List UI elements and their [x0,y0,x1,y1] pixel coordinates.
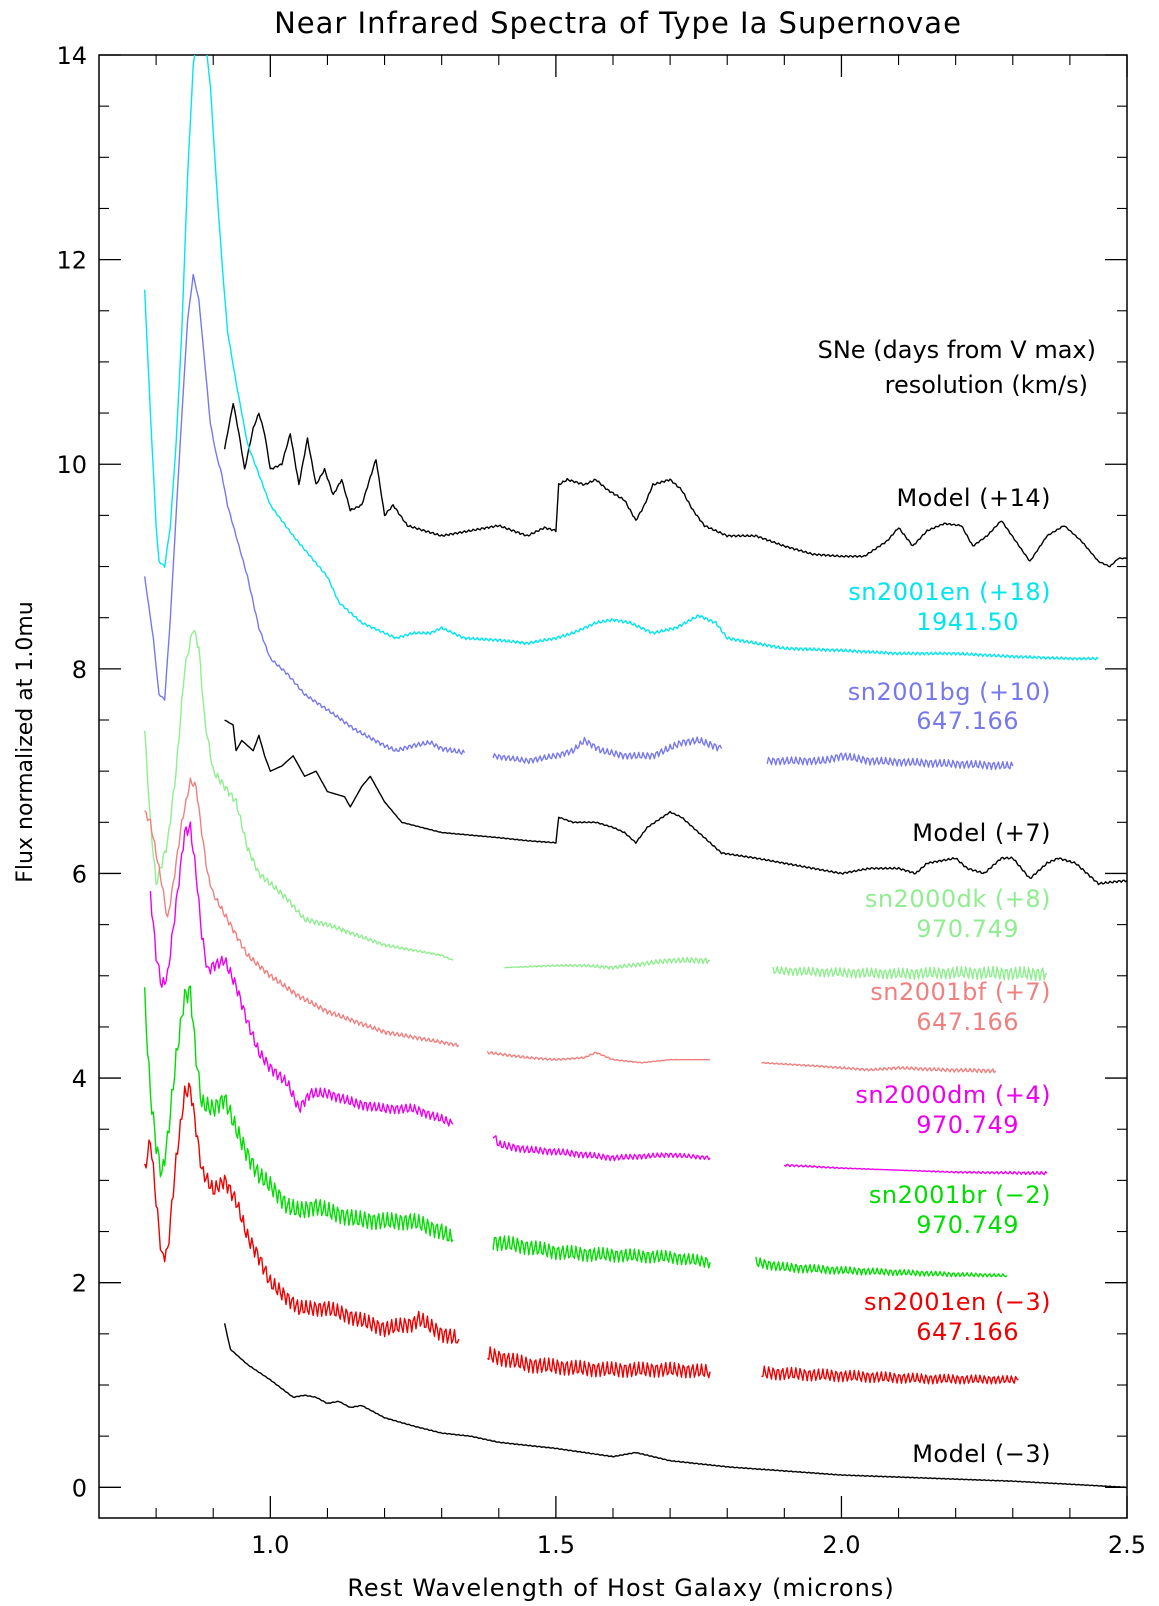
legend-header-line-1: SNe (days from V max) [818,336,1096,364]
x-axis-ticks: 1.0 1.5 2.0 2.5 [155,55,1146,1559]
y-axis-label: Flux normalized at 1.0mu [13,601,38,882]
series-line-sn2001bf-7 [144,777,460,1048]
series-line-sn2001bg-10 [492,736,723,765]
y-axis-ticks: 0 2 4 6 8 10 12 14 [56,42,1127,1502]
series-label-sn2001bf-7: sn2001bf (+7) [870,978,1051,1006]
series-resolution-sn2000dk-8: 970.749 [916,915,1019,943]
y-tick-label: 6 [72,860,87,888]
x-axis-label: Rest Wavelength of Host Galaxy (microns) [347,1574,894,1602]
series-line-sn2001bf-7 [761,1061,997,1074]
x-tick-label: 1.0 [251,1531,289,1559]
series-line-model-3 [223,1323,1127,1489]
series-label-model-3: Model (−3) [912,1440,1051,1468]
y-tick-label: 10 [56,451,87,479]
series-line-sn2001br-2 [755,1256,1008,1278]
series-line-sn2000dk-8 [144,629,454,961]
series-line-sn2000dm-4 [149,821,454,1127]
series-line-sn2001en-3 [761,1365,1019,1385]
series-resolution-sn2001br-2: 970.749 [916,1211,1019,1239]
y-tick-label: 4 [72,1065,87,1093]
series-lines [144,55,1127,1489]
legend-header-line-2: resolution (km/s) [885,371,1088,399]
series-line-sn2001bg-10 [144,273,466,755]
series-label-sn2001en-3: sn2001en (−3) [864,1288,1051,1316]
y-tick-label: 2 [72,1270,87,1298]
series-label-model-14: Model (+14) [896,484,1051,512]
series-label-sn2001bg-10: sn2001bg (+10) [848,678,1051,706]
series-resolution-sn2000dm-4: 970.749 [916,1111,1019,1139]
series-label-sn2001br-2: sn2001br (−2) [869,1181,1051,1209]
y-tick-label: 8 [72,656,87,684]
x-tick-label: 2.0 [822,1531,860,1559]
series-line-model-7 [224,719,1127,886]
chart-title: Near Infrared Spectra of Type Ia Superno… [274,6,962,40]
series-line-sn2001en-18 [144,55,1099,661]
series-line-model-14 [223,402,1127,568]
legend-header: SNe (days from V max) resolution (km/s) [818,336,1096,399]
series-line-sn2000dm-4 [783,1163,1048,1176]
series-line-sn2000dk-8 [504,956,711,970]
series-line-sn2001en-3 [486,1346,711,1379]
series-label-sn2001en-18: sn2001en (+18) [848,578,1051,606]
y-tick-label: 0 [72,1474,87,1502]
series-resolution-sn2001bg-10: 647.166 [916,707,1019,735]
series-line-sn2000dm-4 [492,1135,711,1162]
series-line-sn2001bf-7 [486,1050,711,1064]
series-line-sn2001br-2 [144,985,454,1243]
series-label-sn2000dm-4: sn2000dm (+4) [855,1081,1051,1109]
x-tick-label: 1.5 [537,1531,575,1559]
series-label-model-7: Model (+7) [912,819,1051,847]
series-line-sn2000dk-8 [772,965,1048,982]
y-tick-label: 14 [56,42,87,70]
series-line-sn2001en-3 [144,1082,460,1344]
series-label-sn2000dk-8: sn2000dk (+8) [865,885,1051,913]
y-tick-label: 12 [56,247,87,275]
x-tick-label: 2.5 [1108,1531,1146,1559]
series-labels: Model (+14) sn2001en (+18)1941.50 sn2001bg… [848,484,1051,1468]
series-resolution-sn2001en-18: 1941.50 [916,608,1019,636]
series-line-sn2001bg-10 [766,752,1014,771]
series-resolution-sn2001en-3: 647.166 [916,1318,1019,1346]
series-resolution-sn2001bf-7: 647.166 [916,1008,1019,1036]
series-line-sn2001br-2 [492,1235,711,1269]
